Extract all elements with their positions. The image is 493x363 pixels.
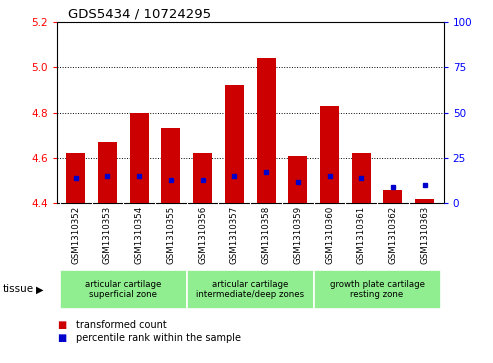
Bar [161,129,180,203]
Bar [60,270,187,309]
Text: ■: ■ [57,333,66,343]
Bar [225,85,244,203]
Text: GSM1310362: GSM1310362 [388,206,397,264]
Text: growth plate cartilage
resting zone: growth plate cartilage resting zone [330,280,424,299]
Text: GSM1310353: GSM1310353 [103,206,112,264]
Bar [98,142,117,203]
Bar [314,270,441,309]
Text: GSM1310363: GSM1310363 [420,206,429,264]
Bar [193,154,212,203]
Text: GSM1310355: GSM1310355 [167,206,176,264]
Text: ▶: ▶ [36,285,43,294]
Text: GSM1310352: GSM1310352 [71,206,80,264]
Bar [384,190,402,203]
Bar [187,270,314,309]
Text: GSM1310358: GSM1310358 [262,206,271,264]
Text: GSM1310360: GSM1310360 [325,206,334,264]
Text: GSM1310357: GSM1310357 [230,206,239,264]
Text: GSM1310354: GSM1310354 [135,206,143,264]
Text: ■: ■ [57,320,66,330]
Bar [288,156,307,203]
Text: transformed count: transformed count [76,320,167,330]
Bar [352,154,371,203]
Text: GSM1310361: GSM1310361 [357,206,366,264]
Bar [256,58,276,203]
Bar [130,113,149,203]
Text: GDS5434 / 10724295: GDS5434 / 10724295 [69,8,211,21]
Text: GSM1310356: GSM1310356 [198,206,207,264]
Bar [415,199,434,203]
Bar [66,154,85,203]
Text: articular cartilage
intermediate/deep zones: articular cartilage intermediate/deep zo… [196,280,304,299]
Text: percentile rank within the sample: percentile rank within the sample [76,333,242,343]
Text: GSM1310359: GSM1310359 [293,206,302,264]
Bar [320,106,339,203]
Text: tissue: tissue [2,285,34,294]
Text: articular cartilage
superficial zone: articular cartilage superficial zone [85,280,162,299]
